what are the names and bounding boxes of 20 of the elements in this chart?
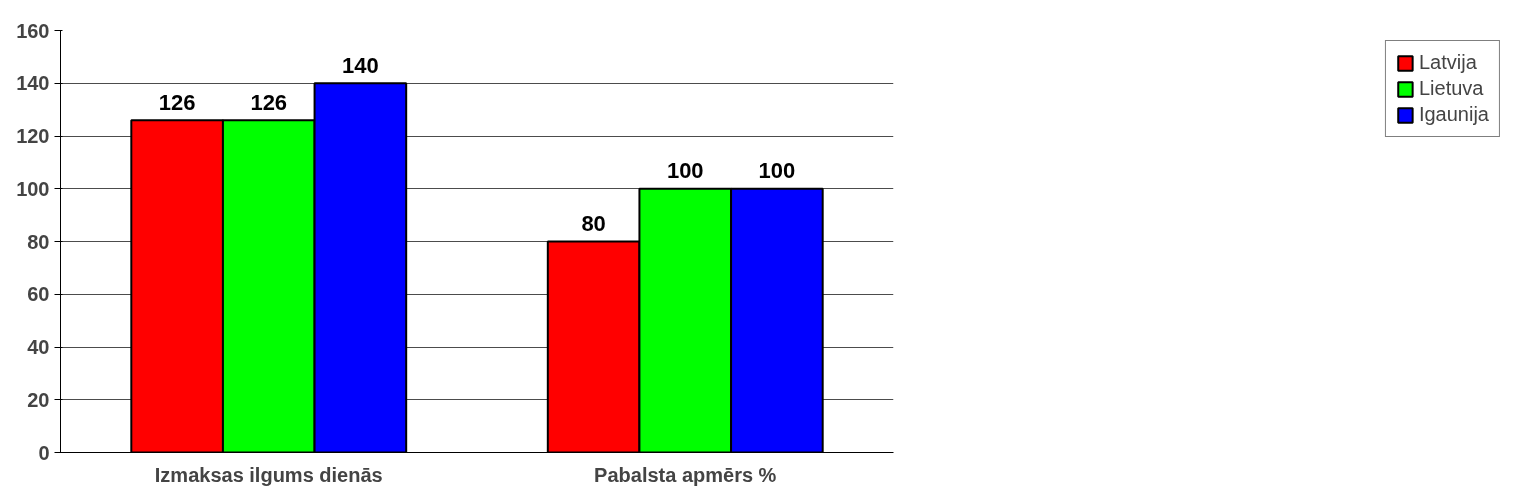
y-tick-label: 140 — [16, 72, 50, 95]
legend-label: Latvija — [1418, 51, 1477, 74]
data-label: 80 — [581, 210, 606, 236]
y-tick-label: 160 — [16, 19, 50, 42]
data-label: 126 — [158, 89, 196, 115]
data-label: 126 — [250, 89, 288, 115]
data-label: 140 — [342, 52, 379, 78]
y-tick-label: 120 — [16, 125, 50, 147]
y-tick-label: 40 — [27, 336, 50, 358]
data-label: 100 — [666, 158, 704, 184]
legend-label: Lietuva — [1418, 77, 1484, 100]
x-tick-label: Izmaksas ilgums dienās — [154, 463, 383, 486]
x-tick-label: Pabalsta apmērs % — [594, 463, 777, 486]
y-tick-label: 80 — [27, 230, 50, 253]
legend-label: Igaunija — [1418, 103, 1489, 126]
y-tick-label: 60 — [27, 283, 50, 306]
y-tick-label: 0 — [38, 441, 50, 464]
y-tick-label: 20 — [27, 388, 50, 411]
y-tick-label: 100 — [16, 177, 50, 200]
data-label: 100 — [758, 158, 796, 184]
